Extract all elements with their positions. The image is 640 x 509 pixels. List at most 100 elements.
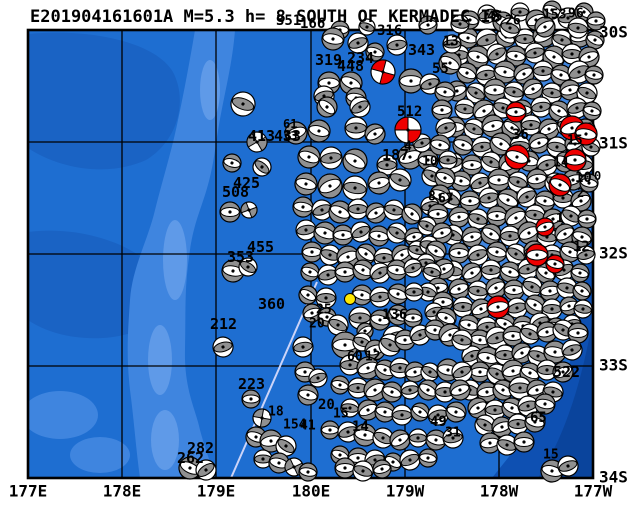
center-dot — [512, 90, 516, 94]
focal-mechanism-beachball — [372, 427, 394, 449]
focal-mechanism-beachball — [570, 190, 592, 212]
center-dot — [573, 158, 577, 162]
center-dot — [363, 329, 367, 333]
center-dot — [326, 273, 330, 277]
center-dot — [566, 16, 570, 20]
focal-mechanism-beachball — [403, 258, 423, 278]
focal-mechanism-beachball — [315, 287, 337, 309]
center-dot — [241, 102, 245, 106]
center-dot — [493, 408, 497, 412]
depth-label: 508 — [222, 183, 249, 201]
focal-mechanism-beachball — [534, 393, 556, 415]
center-dot — [428, 370, 432, 374]
depth-label: 18 — [268, 405, 284, 420]
center-dot — [341, 233, 345, 237]
center-dot — [457, 251, 461, 255]
focal-mechanism-beachball — [298, 462, 318, 482]
focal-mechanism-beachball — [484, 399, 506, 421]
center-dot — [489, 232, 493, 236]
depth-label: 61 — [283, 117, 297, 131]
center-dot — [467, 323, 471, 327]
center-dot — [338, 453, 342, 457]
center-dot — [506, 198, 510, 202]
center-dot — [307, 155, 311, 159]
focal-mechanism-beachball — [334, 261, 356, 283]
focal-mechanism-beachball — [451, 361, 473, 383]
focal-mechanism-beachball — [353, 423, 377, 447]
center-dot — [486, 356, 490, 360]
center-dot — [316, 376, 320, 380]
center-dot — [526, 267, 530, 271]
focal-mechanism-beachball — [369, 309, 391, 331]
center-dot — [555, 145, 559, 149]
lat-tick-label: 30S — [599, 23, 628, 42]
focal-mechanism-beachball — [567, 322, 589, 344]
focal-mechanism-beachball — [222, 153, 242, 173]
depth-label: 20 — [309, 317, 325, 332]
center-dot — [587, 181, 591, 185]
focal-mechanism-beachball-red — [486, 295, 510, 319]
focal-mechanism-beachball — [561, 339, 583, 361]
depth-label: 15 — [333, 407, 349, 422]
depth-label: 8 — [428, 190, 436, 205]
center-dot — [360, 340, 364, 344]
focal-mechanism-beachball — [374, 401, 396, 423]
trench-region — [492, 205, 593, 478]
center-dot — [398, 366, 402, 370]
center-dot — [455, 89, 459, 93]
focal-mechanism-beachball — [454, 98, 476, 120]
focal-mechanism-beachball — [347, 198, 369, 220]
center-dot — [412, 290, 416, 294]
center-dot — [460, 338, 464, 342]
center-dot — [529, 123, 533, 127]
center-dot — [533, 213, 537, 217]
center-dot — [470, 271, 474, 275]
center-dot — [320, 208, 324, 212]
focal-mechanism-beachball — [499, 261, 521, 283]
center-dot — [510, 126, 514, 130]
depth-label: 413 — [248, 127, 275, 145]
focal-mechanism-beachball — [410, 402, 430, 422]
focal-mechanism-beachball — [240, 201, 258, 219]
center-dot — [470, 235, 474, 239]
center-dot — [505, 443, 509, 447]
focal-mechanism-beachball — [404, 282, 424, 302]
center-dot — [559, 73, 563, 77]
focal-mechanism-beachball — [367, 171, 391, 195]
center-dot — [573, 142, 577, 146]
depth-label: 234 — [347, 49, 374, 67]
focal-mechanism-beachball — [327, 314, 349, 336]
center-dot — [327, 81, 331, 85]
focal-mechanism-beachball — [584, 65, 604, 85]
focal-mechanism-beachball — [317, 173, 343, 199]
focal-mechanism-beachball — [532, 60, 554, 82]
focal-mechanism-beachball — [524, 411, 546, 433]
depth-label: 343 — [408, 41, 435, 59]
center-dot — [359, 230, 363, 234]
focal-mechanism-beachball — [417, 149, 439, 171]
focal-mechanism-beachball — [466, 45, 490, 69]
lon-tick-label: 178E — [103, 482, 142, 501]
focal-mechanism-beachball — [417, 216, 437, 236]
depth-label: 166 — [300, 16, 325, 32]
focal-mechanism-beachball — [452, 296, 474, 318]
focal-mechanism-beachball — [534, 16, 556, 38]
center-dot — [385, 163, 389, 167]
focal-mechanism-beachball — [503, 81, 525, 103]
center-dot — [548, 289, 552, 293]
depth-label: 1 — [556, 211, 563, 225]
center-dot — [424, 261, 428, 265]
center-dot — [440, 231, 444, 235]
center-dot — [528, 332, 532, 336]
center-dot — [457, 287, 461, 291]
center-dot — [518, 10, 522, 14]
center-dot — [551, 390, 555, 394]
center-dot — [518, 386, 522, 390]
focal-mechanism-beachball — [501, 397, 523, 419]
center-dot — [448, 333, 452, 337]
depth-label: 282 — [187, 439, 214, 457]
depth-label: 12 — [573, 239, 590, 255]
center-dot — [515, 306, 519, 310]
focal-mechanism-beachball — [365, 42, 385, 62]
lon-tick-label: 179W — [386, 482, 425, 501]
